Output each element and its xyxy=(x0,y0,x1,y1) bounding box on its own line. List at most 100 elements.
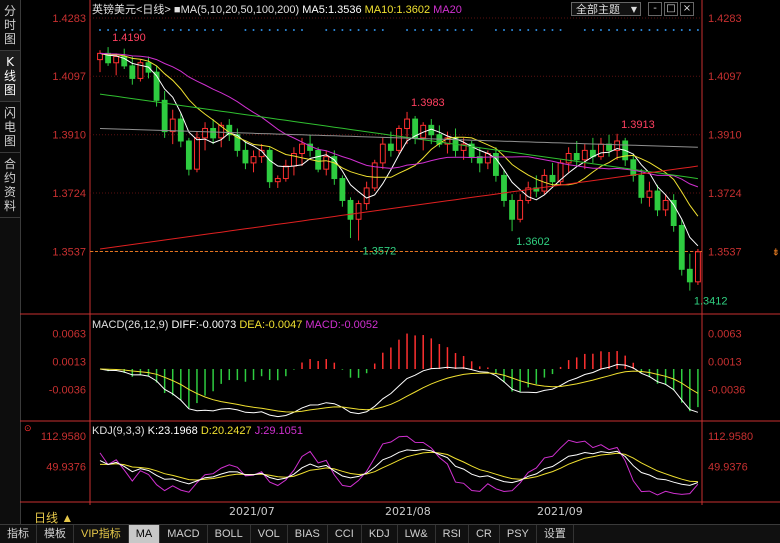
bottom-tab-10[interactable]: LW& xyxy=(398,525,436,543)
signal-dot xyxy=(301,29,303,31)
signal-dot xyxy=(406,29,409,31)
signal-dot xyxy=(591,29,594,31)
candle-body xyxy=(242,149,249,164)
signal-dot xyxy=(503,29,505,31)
y-tick-left: 1.4283 xyxy=(52,13,86,25)
y-tick-left: 1.3537 xyxy=(52,246,86,258)
candle-body xyxy=(581,149,588,161)
candle-body xyxy=(129,65,136,79)
candle-body xyxy=(177,118,184,142)
bottom-tab-0[interactable]: 指标 xyxy=(0,525,37,543)
candle-body xyxy=(202,127,208,139)
candle-body xyxy=(323,156,330,170)
tab-flash[interactable]: 闪电图 xyxy=(0,102,20,153)
kdj-d-line xyxy=(100,451,698,483)
kdj-y-tick-left: 112.9580 xyxy=(41,431,86,443)
price-annotation-high: 1.3983 xyxy=(411,97,445,109)
ma100-line xyxy=(99,128,698,148)
y-tick-right: 1.3910 xyxy=(708,130,742,142)
signal-dot xyxy=(365,29,368,31)
signal-dot xyxy=(195,29,198,31)
bottom-tab-12[interactable]: CR xyxy=(469,525,500,543)
macd-header: MACD(26,12,9) DIFF:-0.0073 DEA:-0.0047 M… xyxy=(92,319,378,331)
candle-body xyxy=(113,55,120,64)
kline-chart[interactable]: 1.4283 1.4283 1.4097 1.4097 1.3910 1.3910 1.37… xyxy=(20,0,780,505)
candle-body xyxy=(185,140,192,170)
kdj-settings-icon: ⊙ xyxy=(24,423,32,433)
signal-dot xyxy=(632,29,635,31)
y-tick-right: 1.4283 xyxy=(708,13,742,25)
bottom-tab-2[interactable]: VIP指标 xyxy=(74,525,129,543)
bottom-tab-3[interactable]: MA xyxy=(128,525,161,543)
signal-dot xyxy=(341,29,344,31)
price-annotation-low: 1.3412 xyxy=(694,296,728,308)
candle-body xyxy=(161,99,168,133)
candle-body xyxy=(662,199,669,211)
signal-dot xyxy=(107,29,110,31)
kdj-j-line xyxy=(99,435,699,496)
x-tick-label: 2021/07 xyxy=(229,505,275,518)
y-tick-left: 1.3724 xyxy=(52,188,86,200)
tab-timeshare[interactable]: 分时图 xyxy=(0,0,20,51)
signal-dot xyxy=(357,29,360,31)
candle-body xyxy=(379,143,386,164)
signal-dot xyxy=(220,29,223,31)
candle-body xyxy=(614,140,621,151)
bottom-tab-4[interactable]: MACD xyxy=(160,525,208,543)
signal-dot xyxy=(131,29,134,31)
candle-body xyxy=(476,156,483,164)
signal-dot xyxy=(422,29,425,31)
candle-body xyxy=(492,153,499,176)
x-axis: 2021/07 2021/08 2021/09 xyxy=(20,505,780,519)
signal-dot xyxy=(511,29,514,31)
signal-dot xyxy=(527,29,530,31)
bottom-tab-13[interactable]: PSY xyxy=(500,525,537,543)
bottom-tab-9[interactable]: KDJ xyxy=(362,525,398,543)
minimize-button[interactable]: - xyxy=(648,2,662,16)
kdj-k-line xyxy=(99,448,699,486)
period-label[interactable]: 日线 ▲ xyxy=(34,511,74,525)
bottom-tab-6[interactable]: VOL xyxy=(251,525,288,543)
ma200-line xyxy=(99,165,698,250)
macd-y-tick-left: 0.0063 xyxy=(52,328,86,340)
signal-dot xyxy=(535,29,538,31)
signal-dot xyxy=(519,29,522,31)
signal-dot xyxy=(430,29,433,31)
bottom-tab-7[interactable]: BIAS xyxy=(288,525,328,543)
bottom-tab-14[interactable]: 设置 xyxy=(537,525,574,543)
candle-body xyxy=(153,71,160,101)
window-button[interactable]: □ xyxy=(664,2,678,16)
candle-body xyxy=(266,149,273,183)
bottom-tab-5[interactable]: BOLL xyxy=(208,525,251,543)
bottom-tab-1[interactable]: 模板 xyxy=(37,525,74,543)
signal-dot xyxy=(494,29,497,31)
signal-dot xyxy=(696,29,699,31)
candle-body xyxy=(678,224,685,270)
signal-dot xyxy=(470,29,473,31)
signal-dot xyxy=(99,29,101,31)
candle-body xyxy=(606,143,612,151)
signal-dot xyxy=(163,29,166,31)
signal-dot xyxy=(349,29,352,31)
bottom-tab-8[interactable]: CCI xyxy=(328,525,362,543)
y-tick-left: 1.3910 xyxy=(52,130,86,142)
signal-dot xyxy=(624,29,627,31)
signal-dot xyxy=(648,29,651,31)
signal-dot xyxy=(599,29,602,31)
kdj-header: KDJ(9,3,3) K:23.1968 D:20.2427 J:29.1051 xyxy=(92,425,303,437)
macd-y-tick-right: 0.0063 xyxy=(708,328,742,340)
signal-dot xyxy=(559,29,562,31)
theme-select[interactable]: 全部主题 ▼ xyxy=(571,2,641,16)
bottom-tab-11[interactable]: RSI xyxy=(436,525,469,543)
candle-body xyxy=(694,251,701,283)
tab-contract[interactable]: 合约资料 xyxy=(0,153,20,218)
candle-body xyxy=(468,143,475,158)
candle-body xyxy=(315,149,322,170)
candle-body xyxy=(517,199,524,220)
candle-body xyxy=(404,118,410,129)
close-button[interactable]: × xyxy=(680,2,694,16)
macd-y-tick-right: 0.0013 xyxy=(708,357,742,369)
kdj-y-tick-left: 49.9376 xyxy=(46,461,86,473)
signal-dot xyxy=(438,29,441,31)
